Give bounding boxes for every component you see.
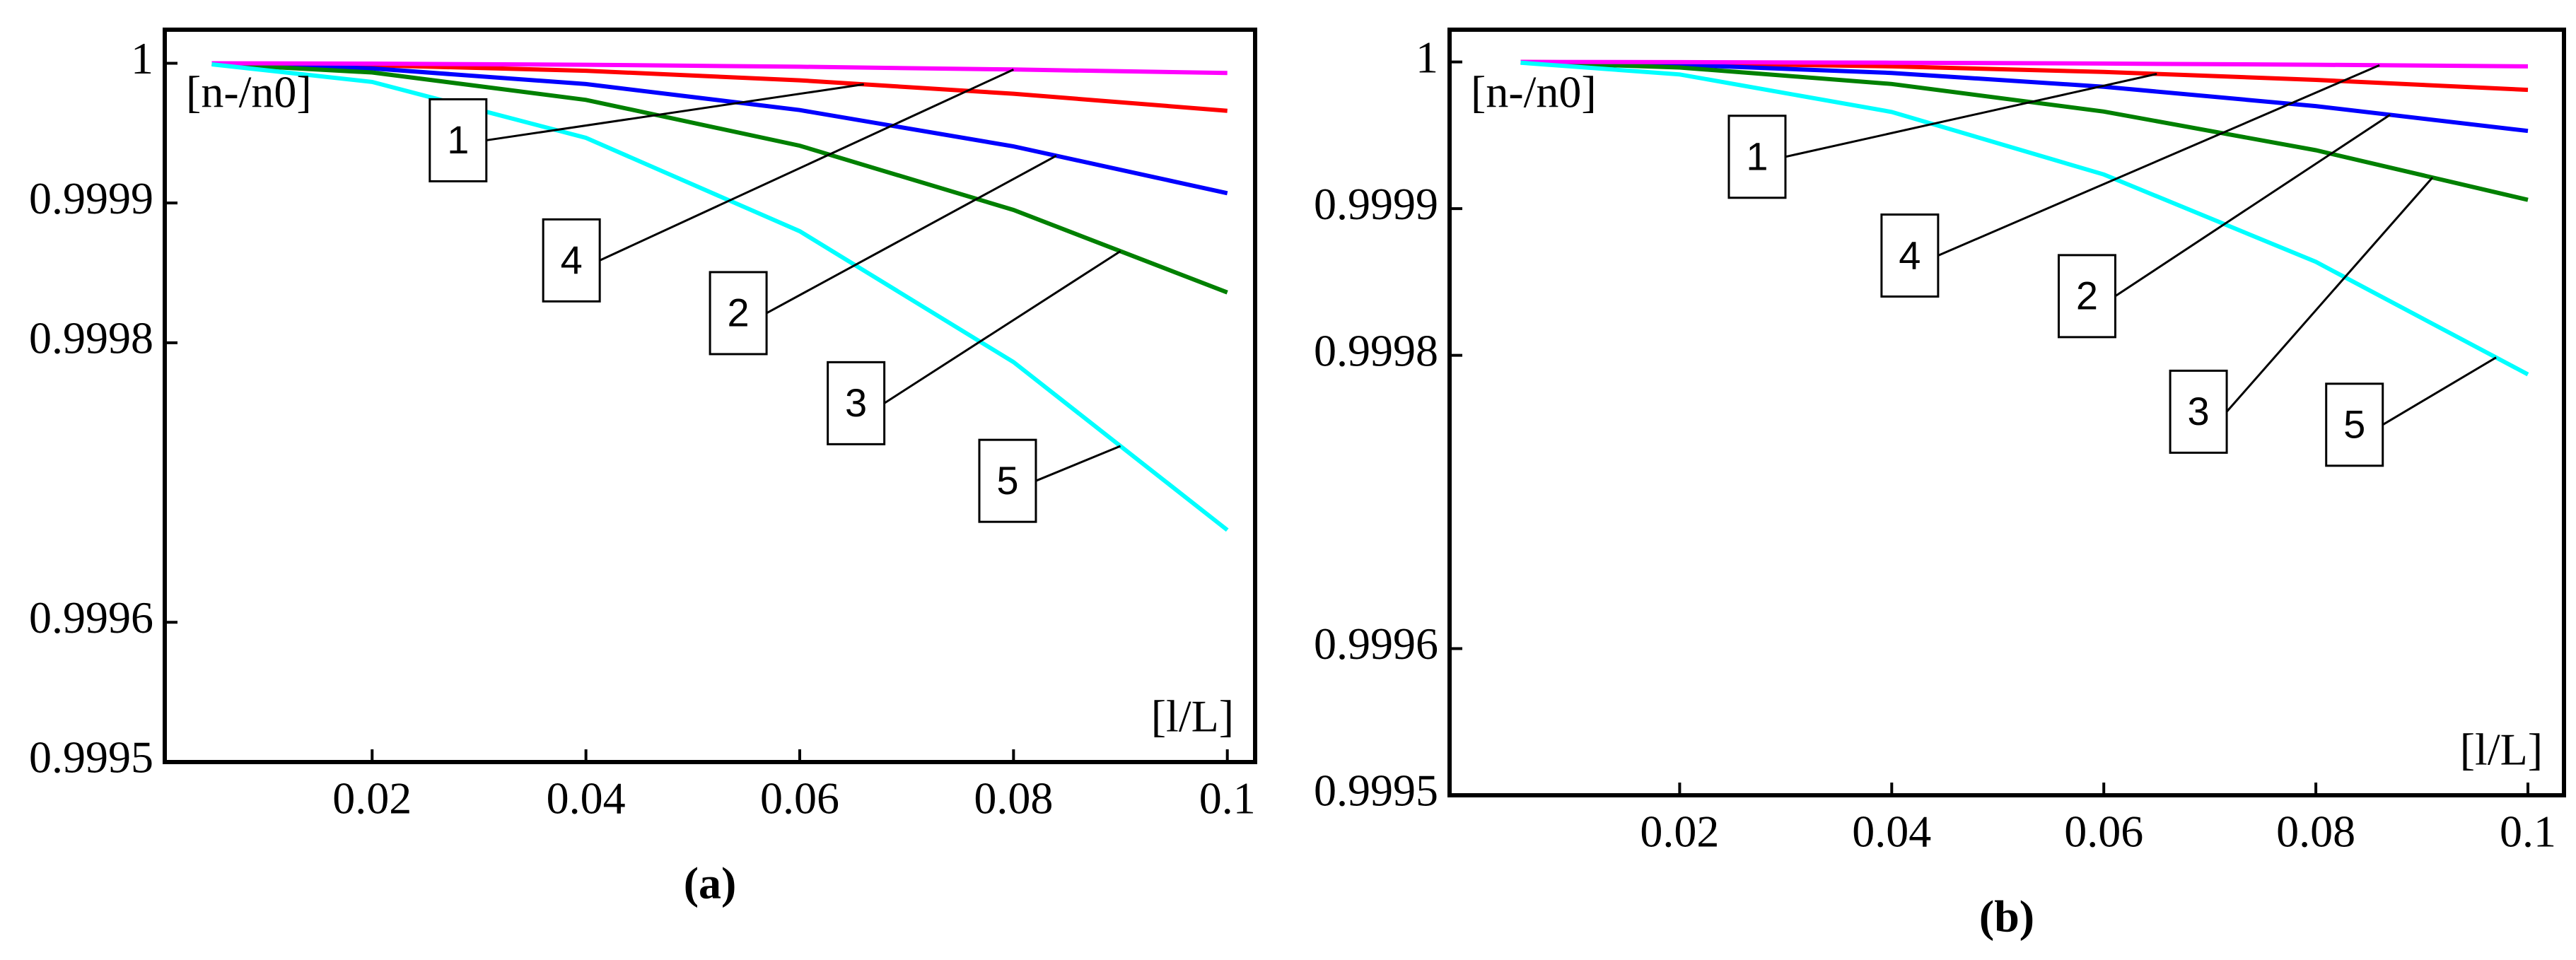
y-tick-label: 0.9996 (1314, 619, 1438, 669)
callout-leader (2382, 356, 2497, 426)
callout: 3 (827, 250, 1121, 445)
legend-label: 1 (1746, 134, 1768, 179)
callout: 1 (1727, 73, 2157, 199)
y-axis-label: [n-/n0] (1471, 67, 1597, 117)
legend-label: 4 (1899, 233, 1921, 277)
callout-leader (2225, 177, 2434, 413)
callout: 2 (2057, 114, 2391, 339)
y-tick-label: 1 (1416, 32, 1438, 82)
plot-frame (163, 28, 1257, 764)
x-tick-label: 0.06 (760, 773, 839, 824)
callout-leader (599, 68, 1014, 262)
y-axis-label: [n-/n0] (186, 67, 312, 117)
y-tick-label: 0.9998 (1314, 325, 1438, 375)
y-tick-label: 1 (131, 33, 153, 83)
callout-box (1727, 115, 1787, 199)
callout-box (2325, 382, 2384, 467)
x-tick-label: 0.02 (1640, 807, 1719, 857)
legend-label: 3 (845, 380, 867, 425)
callout-leader (2114, 114, 2391, 298)
callout-box (2057, 254, 2116, 339)
x-tick-label: 0.04 (1852, 807, 1931, 857)
x-tick-label: 0.1 (1199, 773, 1256, 824)
x-tick-label: 0.06 (2064, 807, 2143, 857)
series-line (211, 61, 1228, 76)
legend-label: 5 (996, 458, 1018, 503)
legend-label: 1 (447, 117, 469, 162)
callout: 5 (978, 438, 1121, 523)
legend-label: 2 (2076, 274, 2098, 318)
legend-label: 3 (2187, 389, 2209, 433)
callout: 4 (542, 68, 1014, 303)
panel-caption: (b) (1979, 891, 2034, 942)
callout-box (978, 438, 1037, 523)
y-tick-label: 0.9999 (1314, 179, 1438, 229)
callout-box (709, 271, 768, 356)
callout: 2 (709, 155, 1057, 356)
x-tick-label: 0.02 (332, 773, 412, 824)
callout-box (542, 218, 601, 303)
series-line (1520, 59, 2529, 69)
y-tick-label: 0.9996 (29, 592, 153, 643)
legend-label: 4 (561, 238, 583, 282)
plot-frame (1447, 28, 2566, 797)
callout: 5 (2325, 356, 2497, 467)
callout: 4 (1880, 64, 2380, 298)
callout-box (429, 98, 488, 182)
callout: 1 (429, 83, 864, 182)
legend-label: 5 (2343, 402, 2365, 447)
x-tick-label: 0.08 (2276, 807, 2355, 857)
x-tick-label: 0.08 (974, 773, 1053, 824)
callout-leader (1937, 64, 2380, 257)
series-line (1520, 60, 2529, 202)
callout-leader (883, 250, 1121, 404)
x-axis-label: [l/L] (2460, 725, 2543, 775)
legend-label: 2 (728, 291, 750, 335)
series-line (1520, 60, 2529, 377)
series-line (1520, 59, 2529, 134)
y-tick-label: 0.9995 (29, 732, 153, 783)
callout-leader (1785, 73, 2157, 158)
series-line (211, 61, 1228, 196)
callout-box (827, 361, 886, 445)
series-line (211, 62, 1229, 532)
callout-leader (486, 83, 864, 141)
callout-box (2169, 369, 2228, 454)
callout-box (1880, 213, 1940, 298)
callout-leader (1035, 445, 1121, 482)
x-tick-label: 0.04 (547, 773, 626, 824)
y-tick-label: 0.9998 (29, 313, 153, 363)
panel-caption: (a) (684, 858, 737, 908)
y-tick-label: 0.9995 (1314, 766, 1438, 816)
series-line (211, 62, 1228, 295)
x-axis-label: [l/L] (1151, 691, 1234, 742)
x-tick-label: 0.1 (2500, 807, 2556, 857)
callout: 3 (2169, 177, 2434, 454)
y-tick-label: 0.9999 (29, 173, 153, 223)
callout-leader (766, 155, 1057, 315)
